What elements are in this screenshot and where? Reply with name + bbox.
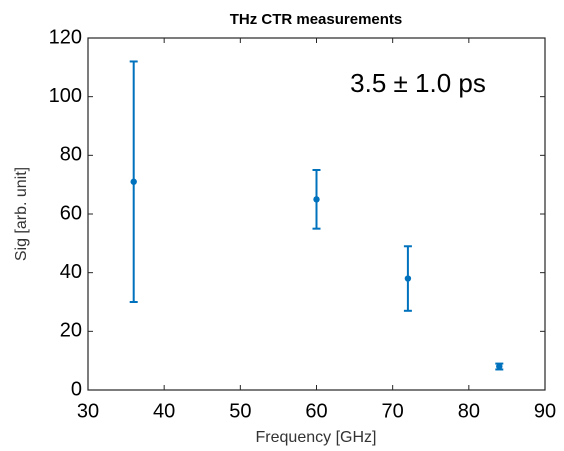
y-tick-label: 100 xyxy=(49,85,82,107)
point xyxy=(313,196,320,203)
y-tick-label: 120 xyxy=(49,26,82,48)
y-tick-label: 80 xyxy=(60,144,82,166)
x-tick-label: 30 xyxy=(77,400,99,422)
point xyxy=(496,363,503,370)
y-tick-label: 40 xyxy=(60,261,82,283)
x-tick-label: 80 xyxy=(458,400,480,422)
chart-title: THz CTR measurements xyxy=(230,11,403,28)
x-tick-label: 60 xyxy=(305,400,327,422)
x-tick-label: 40 xyxy=(153,400,175,422)
y-tick-label: 20 xyxy=(60,320,82,342)
x-tick-label: 50 xyxy=(229,400,251,422)
x-tick-label: 90 xyxy=(534,400,556,422)
x-tick-label: 70 xyxy=(382,400,404,422)
x-axis-label: Frequency [GHz] xyxy=(256,429,377,446)
y-tick-label: 60 xyxy=(60,202,82,224)
annotation: 3.5 ± 1.0 ps xyxy=(350,68,486,98)
point xyxy=(404,275,412,282)
y-axis-label: Sig [arb. unit] xyxy=(13,167,30,261)
point xyxy=(130,178,137,185)
y-tick-label: 0 xyxy=(71,378,82,400)
